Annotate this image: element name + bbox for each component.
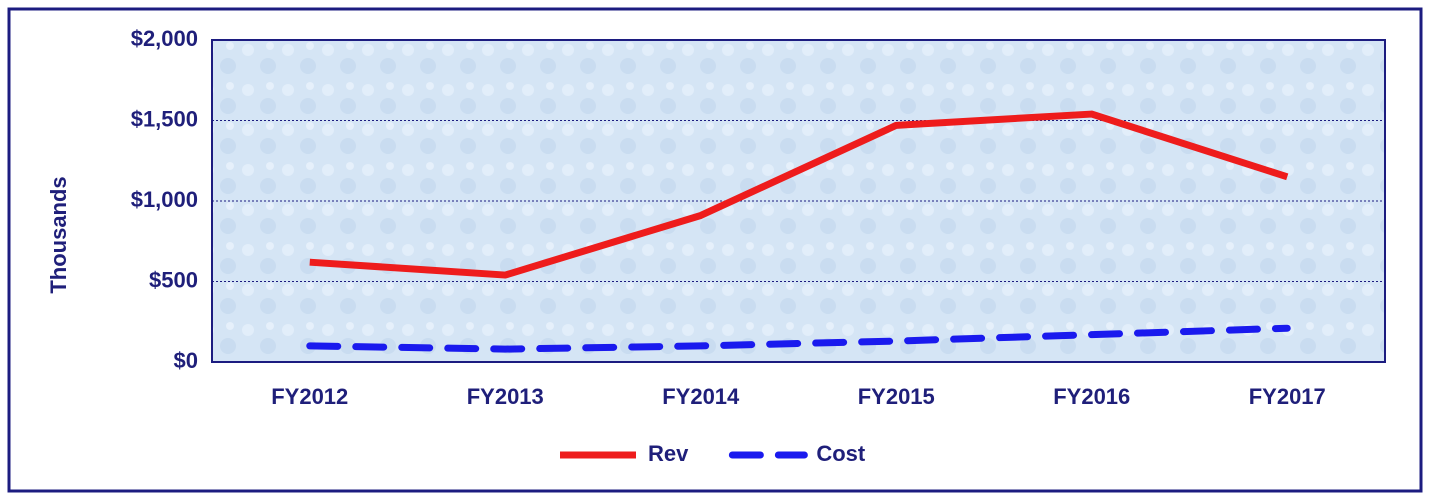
- x-tick-label: FY2016: [1053, 384, 1130, 409]
- series-line: [309, 110, 1289, 279]
- x-tick-label: FY2012: [271, 384, 348, 409]
- x-tick-label: FY2014: [662, 384, 740, 409]
- series-line: [306, 324, 1291, 353]
- y-tick-label: $1,500: [131, 106, 198, 131]
- y-tick-label: $1,000: [131, 187, 198, 212]
- y-axis-label: Thousands: [46, 176, 71, 293]
- y-tick-label: $0: [174, 348, 198, 373]
- x-tick-label: FY2017: [1249, 384, 1326, 409]
- legend-label: Rev: [648, 441, 689, 466]
- x-tick-label: FY2015: [858, 384, 935, 409]
- y-tick-label: $2,000: [131, 26, 198, 51]
- legend-label: Cost: [816, 441, 866, 466]
- y-tick-label: $500: [149, 267, 198, 292]
- x-tick-label: FY2013: [467, 384, 544, 409]
